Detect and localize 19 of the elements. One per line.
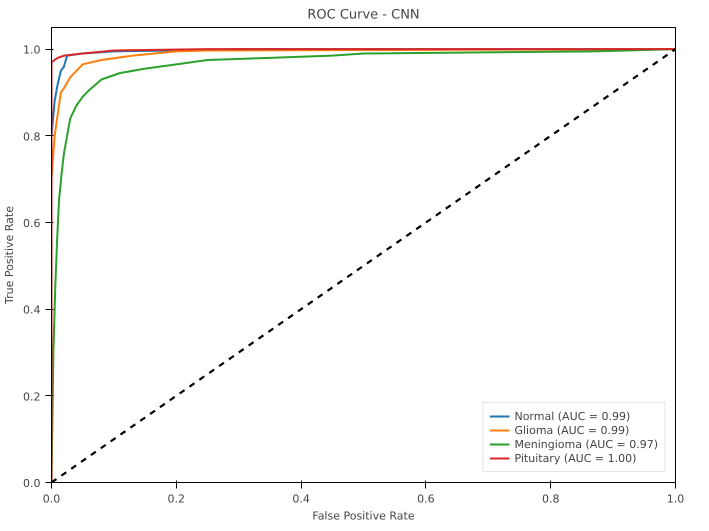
x-tick-label: 1.0: [666, 492, 684, 506]
legend-label: Normal (AUC = 0.99): [514, 409, 630, 423]
legend-label: Glioma (AUC = 0.99): [514, 423, 630, 437]
x-axis-title: False Positive Rate: [312, 510, 415, 522]
chart-title: ROC Curve - CNN: [307, 8, 420, 22]
y-tick-label: 1.0: [23, 44, 41, 57]
x-tick-label: 0.8: [542, 492, 560, 506]
x-tick-label: 0.4: [292, 492, 310, 506]
y-tick-label: 0.4: [23, 304, 41, 317]
legend-label: Pituitary (AUC = 1.00): [514, 451, 636, 465]
y-tick-label: 0.8: [23, 130, 41, 144]
y-axis-title: True Positive Rate: [3, 206, 16, 305]
x-tick-label: 0.6: [417, 492, 435, 506]
legend-label: Meningioma (AUC = 0.97): [514, 437, 658, 451]
y-tick-label: 0.6: [23, 217, 41, 230]
x-tick-label: 0.2: [168, 492, 186, 506]
x-tick-label: 0.0: [42, 492, 60, 506]
y-tick-label: 0.2: [23, 390, 41, 404]
y-tick-label: 0.0: [23, 477, 41, 490]
